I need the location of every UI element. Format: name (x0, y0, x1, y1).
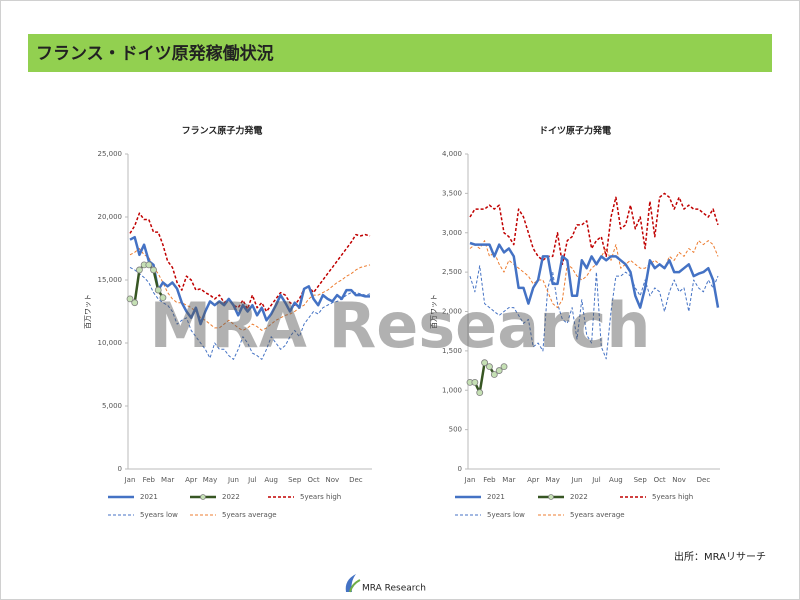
legend-item: 5years low (108, 511, 178, 519)
legend-item: 2021 (108, 493, 158, 501)
legend-item: 5years average (538, 511, 625, 519)
x-tick-label: Nov (672, 476, 686, 484)
chart-title: フランス原子力発電 (182, 125, 263, 137)
legend-item: 5years average (190, 511, 277, 519)
legend-item: 5years low (455, 511, 525, 519)
series-line (129, 235, 370, 326)
x-tick-label: Mar (161, 476, 174, 484)
x-tick-label: Aug (264, 476, 278, 484)
series-marker (154, 286, 162, 294)
footer-logo: MRA Research (345, 574, 426, 594)
logo-text: MRA Research (362, 584, 426, 594)
series-marker (486, 363, 493, 371)
x-tick-label: Jun (571, 476, 583, 484)
x-tick-label: Jul (591, 476, 601, 484)
x-tick-label: Dec (697, 476, 711, 484)
legend-label: 2021 (487, 493, 505, 501)
x-tick-label: Jan (464, 476, 476, 484)
legend-item: 2022 (190, 493, 240, 501)
x-tick-label: Apr (185, 476, 197, 484)
header-title: フランス・ドイツ原発稼働状況 (36, 43, 274, 64)
series-line (469, 241, 720, 309)
y-tick-label: 10,000 (98, 339, 123, 347)
series-marker (131, 299, 139, 307)
legend-item: 5years high (268, 493, 341, 501)
x-tick-label: Sep (634, 476, 648, 484)
x-tick-label: Mar (502, 476, 515, 484)
y-axis-label: 百万ワット (84, 294, 92, 329)
x-tick-label: Apr (527, 476, 539, 484)
logo-icon-leaf (349, 579, 361, 593)
y-axis-label: 百万ワット (430, 294, 438, 329)
series-line (129, 212, 371, 313)
y-tick-label: 4,000 (442, 150, 462, 158)
y-tick-label: 15,000 (98, 276, 123, 284)
legend-label: 2021 (140, 493, 158, 501)
y-tick-label: 0 (118, 465, 122, 473)
y-tick-label: 3,500 (442, 189, 462, 197)
y-tick-label: 1,500 (442, 347, 462, 355)
y-tick-label: 0 (458, 465, 462, 473)
series-marker (490, 371, 498, 378)
series-marker (471, 378, 479, 386)
header-band (28, 34, 772, 72)
x-tick-label: Aug (609, 476, 623, 484)
series-line (469, 265, 719, 360)
x-tick-label: Oct (654, 476, 666, 484)
x-tick-label: Jan (124, 476, 136, 484)
legend-label: 5years high (300, 493, 341, 501)
series-marker (500, 363, 508, 371)
series-line (129, 248, 371, 331)
x-tick-label: Feb (143, 476, 156, 484)
x-tick-label: Nov (326, 476, 340, 484)
legend-label: 2022 (570, 493, 588, 501)
legend-item: 2022 (538, 493, 588, 501)
x-tick-label: Jul (247, 476, 257, 484)
legend-label: 2022 (222, 493, 240, 501)
x-tick-label: Jun (227, 476, 239, 484)
y-tick-label: 500 (449, 426, 462, 434)
logo-icon (345, 574, 356, 592)
y-tick-label: 20,000 (98, 213, 123, 221)
watermark: MRA Research (149, 289, 650, 362)
series-marker (150, 266, 157, 274)
series-marker (495, 367, 503, 374)
y-tick-label: 2,000 (442, 308, 462, 316)
legend-label: 5years average (222, 511, 277, 519)
x-tick-label: Feb (483, 476, 496, 484)
series-line (469, 240, 719, 309)
x-tick-label: Dec (349, 476, 363, 484)
legend-item: 5years high (620, 493, 693, 501)
legend-marker (200, 494, 206, 500)
series-marker (481, 359, 488, 367)
legend-label: 5years low (140, 511, 178, 519)
x-tick-label: May (203, 476, 217, 484)
x-tick-label: Sep (288, 476, 302, 484)
series-marker (136, 266, 143, 274)
y-tick-label: 1,000 (442, 386, 462, 394)
chart-title: ドイツ原子力発電 (539, 125, 611, 137)
legend-marker (548, 494, 554, 500)
y-tick-label: 3,000 (442, 229, 462, 237)
series-marker (145, 261, 153, 269)
series-marker (159, 294, 167, 302)
series-line (469, 192, 719, 266)
legend-item: 2021 (455, 493, 505, 501)
y-tick-label: 5,000 (102, 402, 122, 410)
y-tick-label: 25,000 (98, 150, 123, 158)
series-marker (476, 389, 484, 397)
legend-label: 5years low (487, 511, 525, 519)
source-note: 出所：MRAリサーチ (674, 550, 766, 563)
legend-label: 5years average (570, 511, 625, 519)
x-tick-label: May (545, 476, 559, 484)
legend-label: 5years high (652, 493, 693, 501)
y-tick-label: 2,500 (442, 268, 462, 276)
x-tick-label: Oct (307, 476, 319, 484)
series-marker (126, 295, 134, 303)
